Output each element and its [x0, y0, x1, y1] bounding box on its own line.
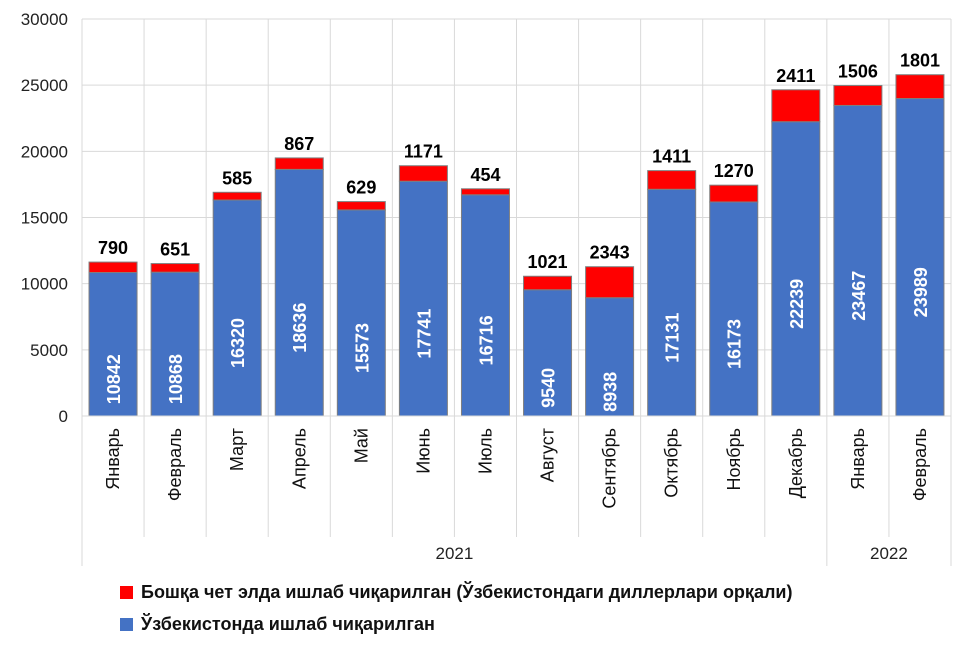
bar-domestic [771, 121, 821, 417]
bar-imported [647, 170, 697, 190]
legend-item-domestic: Ўзбекистонда ишлаб чиқарилган [120, 608, 792, 640]
y-tick-label: 30000 [21, 10, 68, 29]
x-category-label: Июнь [413, 428, 433, 474]
bar-imported [398, 165, 448, 182]
bar-domestic [585, 297, 635, 417]
x-category-label: Февраль [165, 428, 185, 501]
y-tick-label: 20000 [21, 142, 68, 161]
bar-domestic [895, 98, 945, 417]
data-label-domestic: 16173 [725, 319, 745, 369]
bar-imported [771, 89, 821, 123]
x-category-label: Январь [103, 428, 123, 490]
x-category-label: Январь [848, 428, 868, 490]
legend: Бошқа чет элда ишлаб чиқарилган (Ўзбекис… [120, 576, 792, 640]
data-label-domestic: 17741 [414, 309, 434, 359]
data-label-imported: 454 [470, 165, 500, 185]
data-label-domestic: 17131 [663, 313, 683, 363]
bar-domestic [833, 104, 883, 417]
bar-imported [212, 191, 262, 201]
data-label-domestic: 23989 [911, 267, 931, 317]
bar-imported [336, 201, 386, 211]
data-label-imported: 1270 [714, 161, 754, 181]
legend-swatch-domestic [120, 617, 133, 631]
legend-item-imported: Бошқа чет элда ишлаб чиқарилган (Ўзбекис… [120, 576, 792, 608]
data-label-imported: 1171 [404, 142, 443, 162]
bar-domestic [709, 201, 759, 417]
x-category-label: Май [351, 428, 371, 463]
data-label-domestic: 10868 [166, 354, 186, 404]
x-category-label: Декабрь [786, 428, 806, 498]
bar-domestic [274, 168, 324, 417]
data-label-imported: 790 [98, 238, 128, 258]
x-category-label: Февраль [910, 428, 930, 501]
data-label-domestic: 18636 [290, 303, 310, 353]
data-label-imported: 585 [222, 168, 252, 188]
y-tick-label: 10000 [21, 275, 68, 294]
data-label-imported: 1021 [528, 252, 568, 272]
bar-domestic [398, 180, 448, 417]
bar-imported [585, 266, 635, 299]
bar-imported [88, 261, 138, 274]
data-label-imported: 2411 [776, 66, 815, 86]
legend-swatch-imported [120, 585, 133, 599]
data-label-imported: 1801 [900, 51, 940, 71]
bar-imported [833, 85, 883, 106]
data-label-domestic: 16716 [476, 315, 496, 365]
x-category-label: Октябрь [662, 428, 682, 498]
data-label-imported: 1506 [838, 62, 878, 82]
bar-domestic [647, 188, 697, 417]
x-category-label: Август [538, 428, 558, 482]
y-tick-label: 25000 [21, 76, 68, 95]
data-label-domestic: 10842 [104, 354, 124, 404]
data-label-imported: 1411 [652, 147, 691, 167]
y-tick-label: 0 [59, 407, 68, 426]
x-category-label: Ноябрь [724, 428, 744, 490]
legend-label-imported: Бошқа чет элда ишлаб чиқарилган (Ўзбекис… [141, 581, 793, 602]
data-label-domestic: 9540 [539, 368, 559, 408]
stacked-bar-chart: 0 5000 10000 15000 20000 25000 30000 2021 2022 10… [21, 10, 952, 566]
data-label-domestic: 15573 [352, 323, 372, 373]
data-label-imported: 651 [160, 240, 190, 260]
legend-label-domestic: Ўзбекистонда ишлаб чиқарилган [141, 613, 435, 634]
y-tick-label: 15000 [21, 209, 68, 228]
bar-domestic [460, 194, 510, 417]
bar-imported [895, 74, 945, 100]
bar-domestic [212, 199, 262, 417]
data-label-imported: 867 [284, 134, 314, 154]
bar-imported [460, 188, 510, 196]
x-category-label: Июль [475, 428, 495, 474]
data-label-imported: 629 [346, 178, 376, 198]
data-label-domestic: 16320 [228, 318, 248, 368]
bar-imported [274, 157, 324, 170]
bar-imported [709, 184, 759, 203]
year-group-label: 2021 [436, 544, 474, 563]
bar-imported [150, 263, 200, 273]
data-label-domestic: 23467 [849, 271, 869, 321]
bar-imported [523, 275, 573, 291]
x-category-label: Март [227, 428, 247, 471]
bar-domestic [336, 209, 386, 417]
x-category-label: Сентябрь [600, 428, 620, 509]
x-category-label: Апрель [289, 428, 309, 489]
year-group-label: 2022 [870, 544, 908, 563]
y-tick-label: 5000 [30, 341, 68, 360]
data-label-imported: 2343 [590, 243, 630, 263]
data-label-domestic: 22239 [787, 279, 807, 329]
data-label-domestic: 8938 [601, 372, 621, 412]
